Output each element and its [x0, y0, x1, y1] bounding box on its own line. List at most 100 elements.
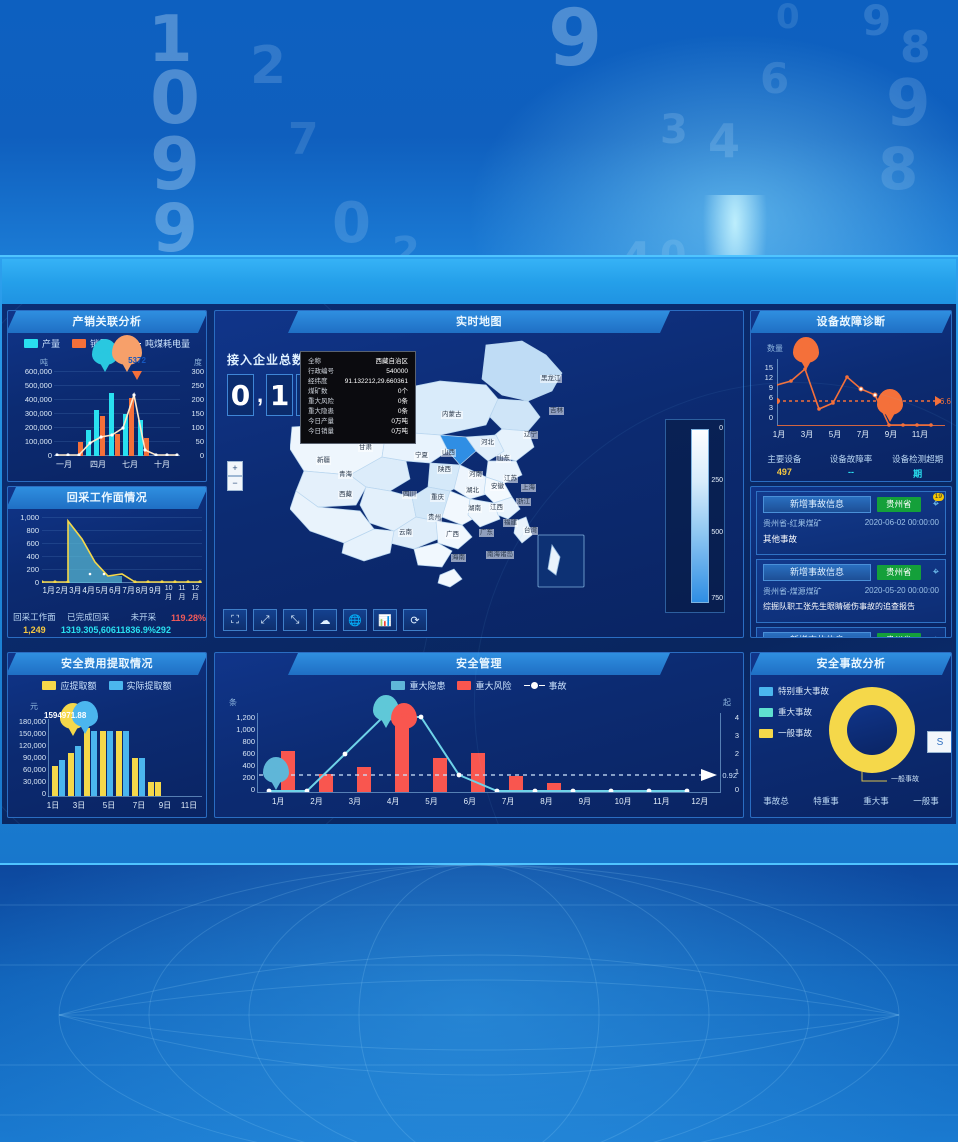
bg-number: 2 [250, 36, 287, 96]
bg-number: 1 [148, 3, 193, 77]
bar-due [116, 731, 122, 796]
accident-card[interactable]: 新增事故信息 贵州省 ⌖ [756, 627, 946, 637]
accident-type-button[interactable]: 新增事故信息 [763, 632, 871, 637]
y-tick-left: 0 [250, 785, 255, 794]
x-tick: 3月 [800, 430, 814, 439]
expand-icon[interactable]: ⤢ [253, 609, 277, 631]
x-tick: 9日 [158, 801, 172, 810]
y-tick: 12 [764, 373, 773, 382]
stat-value: 11836.9%292 [115, 625, 171, 635]
legend-swatch-icon [759, 728, 773, 738]
province-label: 宁夏 [414, 452, 429, 460]
y-tick: 0 [41, 789, 46, 798]
x-tick: 1月 [772, 430, 786, 439]
bar-major-risk [357, 767, 371, 792]
chart-icon[interactable]: 📊 [373, 609, 397, 631]
province-label: 云南 [398, 529, 413, 537]
tooltip-row: 重大风险 0条 [308, 397, 408, 407]
gridline [54, 399, 180, 400]
select-area-icon[interactable]: ⛶ [223, 609, 247, 631]
tooltip-value: 0万吨 [391, 418, 408, 426]
shrink-icon[interactable]: ⤡ [283, 609, 307, 631]
accident-type-button[interactable]: 新增事故信息 [763, 564, 871, 581]
y-tick-right: 150 [191, 409, 204, 418]
refresh-icon[interactable]: ⟳ [403, 609, 427, 631]
panel-safety-management: 安全管理 重大隐患 重大风险 事故 条 起 1, [214, 652, 744, 818]
panel-title: 实时地图 [288, 311, 670, 333]
bg-number: 0 [332, 191, 371, 256]
bar-due [84, 728, 90, 796]
y-tick: 3 [768, 403, 773, 412]
y-tick-right: 3 [734, 731, 739, 740]
x-tick: 5月 [95, 586, 109, 595]
legend-item: 应提取额 [42, 679, 97, 692]
legend-swatch-icon [108, 681, 123, 690]
stat-label: 已完成回采 [67, 612, 110, 622]
panel-accident-feed: 新增事故信息 贵州省 ⌖ 19 贵州省-红果煤矿 2020-06-02 00:00… [750, 486, 952, 638]
x-tick: 2月 [55, 586, 69, 595]
province-label: 广东 [479, 529, 494, 537]
donut-leader-line [861, 771, 887, 782]
province-label: 浙江 [516, 498, 531, 506]
tooltip-key: 行政编号 [308, 368, 334, 376]
layers-icon[interactable]: ☁ [313, 609, 337, 631]
map-zoom-out-button[interactable]: − [227, 476, 243, 491]
y-axis-line-right [720, 713, 721, 792]
chart-legend: 应提取额 实际提取额 [8, 679, 206, 692]
y-tick-left: 200,000 [24, 423, 52, 432]
map-toolbar: ⛶ ⤢ ⤡ ☁ 🌐 📊 ⟳ [223, 609, 427, 631]
stat-cell: 一般事 [901, 795, 951, 807]
accident-type-button[interactable]: 新增事故信息 [763, 496, 871, 513]
bg-number: 9 [548, 0, 603, 84]
province-label: 南海诸岛 [486, 551, 514, 559]
legend-item: 重大隐患 [391, 679, 445, 692]
legend-item: 重大事故 [759, 706, 829, 718]
x-tick: 11月 [178, 585, 186, 601]
bar-sales [129, 398, 134, 456]
location-pin-icon[interactable]: ⌖ [932, 566, 939, 578]
map-zoom-in-button[interactable]: + [227, 461, 243, 476]
province-label: 湖北 [465, 487, 480, 495]
province-label: 西藏 [338, 491, 353, 499]
legend-label: 重大隐患 [409, 681, 446, 691]
scroll-indicator-icon[interactable]: S [927, 731, 951, 753]
province-badge: 贵州省 [877, 633, 921, 637]
bg-number: 8 [878, 135, 919, 203]
location-pin-icon[interactable]: ⌖ 19 [932, 493, 944, 510]
donut-legend: 特别重大事故 重大事故 一般事故 [759, 685, 829, 739]
y-axis-unit-left: 吨 [40, 358, 48, 367]
x-tick: 1月 [271, 797, 285, 806]
y-tick: 60,000 [23, 765, 46, 774]
bar-due [132, 758, 138, 796]
province-label: 辽宁 [523, 431, 538, 439]
gridline [42, 556, 202, 557]
x-tick: 12月 [191, 585, 200, 601]
mining-chart: 1,000 800 600 400 200 0 1 [8, 513, 206, 608]
map-area[interactable]: 接入企业总数 0 , 1 0 7 + − [215, 333, 743, 637]
threshold-label: 6.6 [939, 397, 951, 406]
x-tick: 11月 [911, 430, 929, 439]
legend-label: 应提取额 [60, 681, 97, 691]
location-pin-icon[interactable]: ⌖ [933, 634, 939, 637]
y-tick-right: 250 [191, 381, 204, 390]
accident-card[interactable]: 新增事故信息 贵州省 ⌖ 贵州省-煤源煤矿 2020-05-20 00:00:0… [756, 559, 946, 623]
globe-icon[interactable]: 🌐 [343, 609, 367, 631]
x-tick: 9月 [578, 797, 592, 806]
accident-card[interactable]: 新增事故信息 贵州省 ⌖ 19 贵州省-红果煤矿 2020-06-02 00:00… [756, 491, 946, 555]
tooltip-key: 重大隐患 [308, 408, 334, 416]
tooltip-row: 全称 西藏自治区 [308, 357, 408, 367]
y-tick-right: 0 [734, 785, 739, 794]
accident-card-header: 新增事故信息 贵州省 ⌖ 19 [763, 493, 944, 513]
accident-meta: 贵州省-煤源煤矿 2020-05-20 00:00:00 [763, 586, 939, 597]
legend-item: 产量 [23, 337, 60, 350]
x-tick: 1日 [46, 801, 60, 810]
bar-actual [59, 760, 65, 796]
bg-number: 9 [150, 122, 201, 206]
bar-major-risk [319, 774, 333, 792]
accident-time: 2020-05-20 00:00:00 [864, 586, 939, 595]
y-tick: 600 [26, 539, 39, 548]
x-tick: 7日 [132, 801, 146, 810]
legend-item: 事故 [523, 679, 567, 692]
bg-number: 7 [288, 114, 319, 165]
